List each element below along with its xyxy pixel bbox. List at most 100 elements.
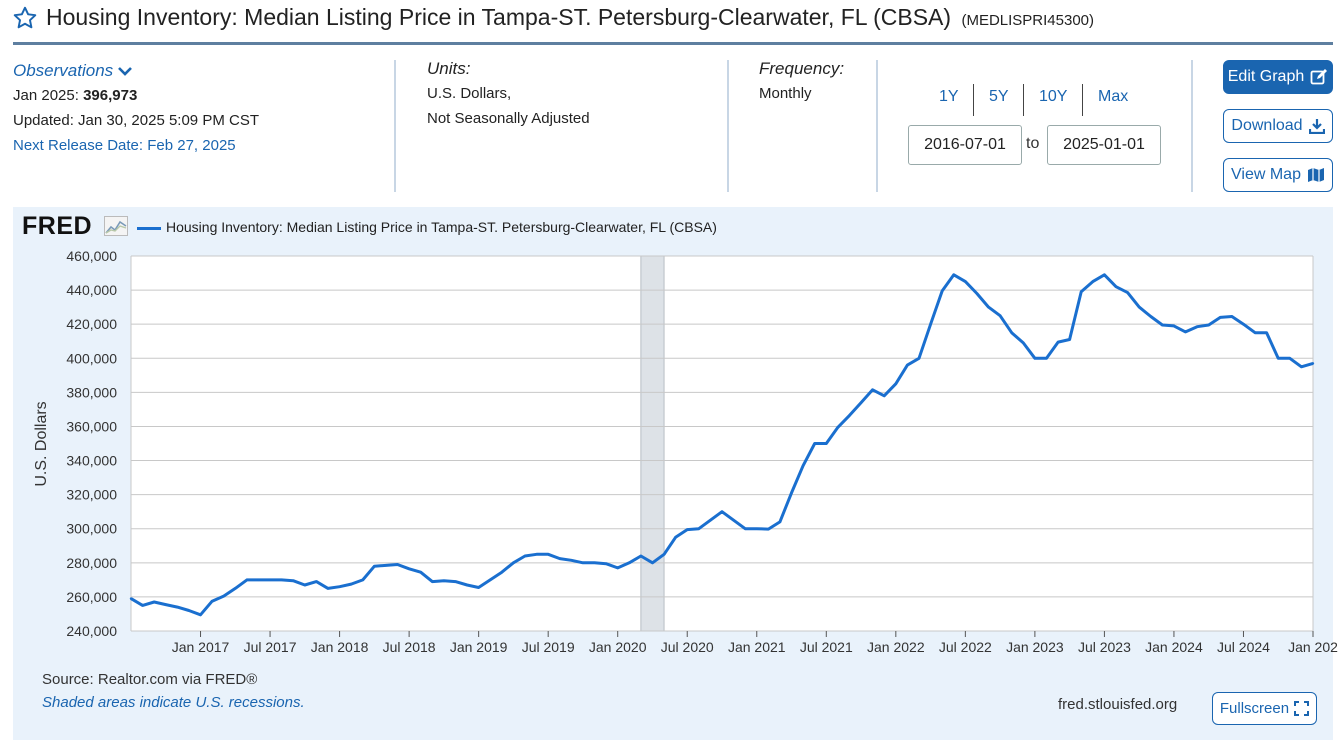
data-point bbox=[176, 605, 179, 609]
data-point bbox=[1219, 316, 1222, 319]
data-point bbox=[987, 305, 990, 309]
y-tick-label: 260,000 bbox=[66, 589, 117, 605]
data-point bbox=[129, 597, 133, 600]
data-point bbox=[1265, 331, 1268, 334]
data-point bbox=[303, 583, 307, 587]
data-point bbox=[825, 442, 828, 445]
data-point bbox=[141, 604, 144, 607]
data-point bbox=[964, 280, 967, 283]
series-id: (MEDLISPRI45300) bbox=[961, 12, 1095, 29]
data-point bbox=[326, 587, 330, 590]
units-line1: U.S. Dollars, bbox=[427, 85, 512, 102]
y-tick-label: 240,000 bbox=[66, 623, 117, 639]
y-tick-label: 460,000 bbox=[66, 248, 117, 264]
y-tick-label: 280,000 bbox=[66, 555, 117, 571]
data-point bbox=[1184, 330, 1187, 334]
fred-logo-chart-icon bbox=[104, 216, 128, 236]
data-point bbox=[1172, 324, 1176, 328]
y-axis-label: U.S. Dollars bbox=[33, 401, 50, 486]
data-point bbox=[1207, 323, 1210, 327]
frequency-value: Monthly bbox=[759, 85, 812, 102]
data-point bbox=[813, 442, 816, 445]
x-tick-label: Jan 2017 bbox=[172, 639, 230, 655]
data-point bbox=[268, 578, 272, 582]
edit-graph-label: Edit Graph bbox=[1227, 68, 1305, 85]
chevron-down-icon bbox=[118, 66, 133, 76]
divider bbox=[876, 60, 878, 192]
frequency-heading: Frequency: bbox=[759, 59, 845, 78]
x-tick-label: Jul 2018 bbox=[383, 639, 436, 655]
data-point bbox=[1045, 357, 1048, 360]
data-point bbox=[245, 578, 249, 582]
data-point bbox=[373, 565, 376, 568]
page-header: Housing Inventory: Median Listing Price … bbox=[0, 0, 1342, 44]
data-point bbox=[1010, 331, 1013, 334]
observations-heading: Observations bbox=[13, 61, 114, 80]
data-point bbox=[929, 322, 932, 326]
data-point bbox=[454, 580, 457, 583]
data-point bbox=[906, 363, 909, 367]
end-date-input[interactable]: 2025-01-01 bbox=[1047, 125, 1161, 165]
data-point bbox=[917, 357, 921, 360]
data-point bbox=[431, 580, 434, 583]
divider bbox=[1191, 60, 1193, 192]
data-point bbox=[651, 561, 654, 565]
data-point bbox=[152, 600, 156, 604]
data-point bbox=[1137, 305, 1141, 309]
data-point bbox=[523, 554, 527, 558]
data-point bbox=[1103, 273, 1106, 276]
data-point bbox=[662, 553, 666, 556]
data-point bbox=[859, 401, 863, 404]
data-point bbox=[801, 464, 805, 467]
x-tick-label: Jul 2024 bbox=[1217, 639, 1270, 655]
data-point bbox=[535, 553, 538, 556]
range-max-button[interactable]: Max bbox=[1098, 88, 1129, 105]
data-point bbox=[639, 554, 643, 558]
range-1y-button[interactable]: 1Y bbox=[939, 88, 959, 105]
start-date-input[interactable]: 2016-07-01 bbox=[908, 125, 1022, 165]
data-point bbox=[419, 570, 422, 574]
data-point bbox=[709, 519, 712, 522]
data-point bbox=[732, 519, 735, 522]
data-point bbox=[848, 414, 851, 417]
download-button[interactable]: Download bbox=[1223, 109, 1333, 143]
data-point bbox=[790, 491, 793, 495]
recession-note-link[interactable]: Shaded areas indicate U.S. recessions. bbox=[42, 694, 305, 711]
data-point bbox=[628, 561, 631, 565]
x-tick-label: Jan 2023 bbox=[1006, 639, 1064, 655]
view-map-button[interactable]: View Map bbox=[1223, 158, 1333, 192]
x-tick-label: Jul 2019 bbox=[522, 639, 575, 655]
data-point bbox=[894, 382, 898, 386]
data-point bbox=[1230, 315, 1234, 318]
x-tick-label: Jul 2021 bbox=[800, 639, 853, 655]
next-release-link[interactable]: Next Release Date: Feb 27, 2025 bbox=[13, 137, 236, 154]
data-point bbox=[593, 561, 596, 565]
updated-text: Updated: Jan 30, 2025 5:09 PM CST bbox=[13, 112, 259, 129]
data-point bbox=[199, 613, 202, 617]
data-point bbox=[674, 536, 677, 539]
edit-graph-button[interactable]: Edit Graph bbox=[1223, 60, 1333, 94]
data-point bbox=[616, 566, 619, 570]
fullscreen-button[interactable]: Fullscreen bbox=[1212, 692, 1317, 725]
range-5y-button[interactable]: 5Y bbox=[989, 88, 1009, 105]
y-tick-label: 400,000 bbox=[66, 350, 117, 366]
data-point bbox=[570, 559, 573, 562]
observations-toggle[interactable]: Observations bbox=[13, 58, 259, 83]
data-point bbox=[755, 527, 758, 530]
series-title: Housing Inventory: Median Listing Price … bbox=[46, 4, 952, 30]
data-point bbox=[384, 564, 388, 567]
data-point bbox=[407, 567, 411, 570]
y-tick-label: 300,000 bbox=[66, 521, 117, 537]
units-line2: Not Seasonally Adjusted bbox=[427, 110, 590, 127]
star-icon[interactable] bbox=[12, 5, 38, 31]
y-tick-label: 320,000 bbox=[66, 487, 117, 503]
range-divider bbox=[1023, 84, 1024, 116]
range-10y-button[interactable]: 10Y bbox=[1039, 88, 1068, 105]
x-tick-label: Jan 2019 bbox=[450, 639, 508, 655]
frequency-panel: Frequency: Monthly bbox=[759, 56, 844, 106]
units-heading: Units: bbox=[427, 59, 471, 78]
data-point bbox=[1114, 285, 1118, 288]
data-point bbox=[604, 562, 608, 565]
data-point bbox=[1033, 357, 1037, 360]
